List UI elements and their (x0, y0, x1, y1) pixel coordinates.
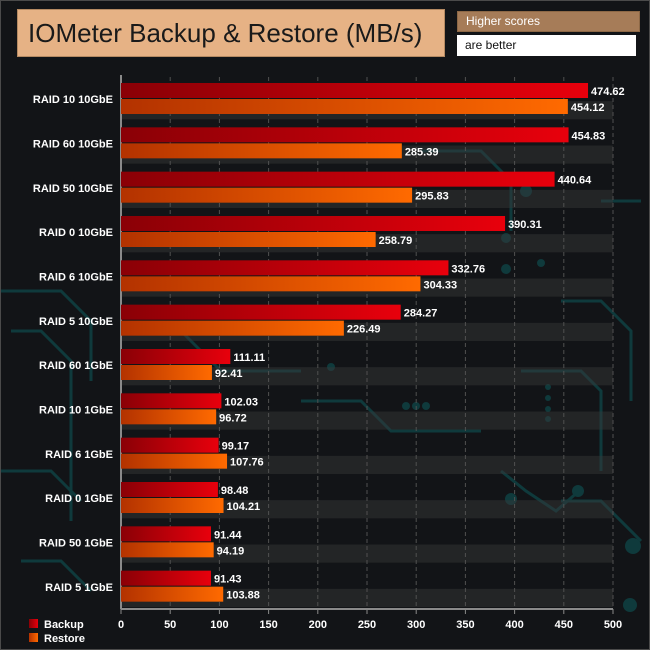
x-tick-label: 500 (604, 619, 622, 631)
bar-restore (121, 187, 413, 203)
legend-label-backup: Backup (44, 619, 84, 631)
category-label: RAID 60 1GbE (39, 360, 113, 372)
x-tick-label: 250 (358, 619, 376, 631)
x-tick-label: 300 (407, 619, 425, 631)
x-tick-label: 0 (118, 619, 124, 631)
bar-backup (121, 127, 569, 143)
data-label: 92.41 (215, 368, 243, 380)
category-label: RAID 0 10GbE (39, 227, 113, 239)
category-label: RAID 5 1GbE (45, 582, 113, 594)
x-tick-label: 350 (456, 619, 474, 631)
category-label: RAID 60 10GbE (33, 139, 113, 151)
legend-label-restore: Restore (44, 633, 85, 645)
data-label: 258.79 (379, 235, 413, 247)
data-label: 91.44 (214, 529, 242, 541)
bar-restore (121, 99, 568, 114)
category-label: RAID 5 10GbE (39, 316, 113, 328)
bar-restore (121, 586, 224, 602)
data-label: 295.83 (415, 191, 449, 203)
category-label: RAID 6 10GbE (39, 272, 113, 284)
bar-restore (121, 232, 376, 247)
note-are-better: are better (457, 35, 636, 56)
x-tick-label: 450 (555, 619, 573, 631)
category-label: RAID 10 10GbE (33, 94, 113, 106)
data-label: 474.62 (591, 86, 625, 98)
data-label: 454.12 (571, 102, 605, 114)
bar-backup (121, 526, 211, 542)
bar-backup (121, 393, 222, 409)
data-label: 332.76 (451, 263, 485, 275)
bar-backup (121, 482, 218, 497)
bar-restore (121, 453, 228, 469)
data-label: 98.48 (221, 485, 249, 497)
data-label: 104.21 (227, 501, 261, 513)
bar-backup (121, 260, 449, 276)
bar-backup (121, 437, 219, 453)
bar-backup (121, 349, 231, 364)
category-label: RAID 10 1GbE (39, 405, 113, 417)
data-label: 304.33 (423, 279, 457, 291)
chart-title: IOMeter Backup & Restore (MB/s) (28, 18, 423, 48)
bar-backup (121, 304, 401, 320)
bar-restore (121, 276, 421, 292)
data-label: 111.11 (233, 352, 265, 364)
bar-backup (121, 83, 589, 98)
data-label: 102.03 (224, 396, 258, 408)
bar-restore (121, 320, 344, 336)
bar-backup (121, 570, 211, 586)
bar-restore (121, 498, 224, 513)
row-band (121, 367, 613, 386)
x-tick-label: 400 (505, 619, 523, 631)
x-tick-label: 150 (259, 619, 277, 631)
data-label: 99.17 (222, 441, 250, 453)
title-box: IOMeter Backup & Restore (MB/s) (17, 9, 445, 57)
data-label: 440.64 (558, 175, 593, 187)
data-label: 96.72 (219, 412, 247, 424)
x-tick-label: 100 (210, 619, 228, 631)
x-tick-label: 200 (309, 619, 327, 631)
note-higher-scores: Higher scores (457, 11, 640, 32)
legend-swatch-restore (29, 633, 38, 642)
data-label: 390.31 (508, 219, 542, 231)
category-label: RAID 50 10GbE (33, 183, 113, 195)
row-band (121, 500, 613, 519)
bar-backup (121, 171, 555, 187)
data-label: 91.43 (214, 574, 242, 586)
x-tick-label: 50 (164, 619, 176, 631)
bar-restore (121, 409, 217, 425)
category-label: RAID 50 1GbE (39, 538, 113, 550)
bar-backup (121, 216, 506, 231)
data-label: 103.88 (226, 590, 260, 602)
data-label: 285.39 (405, 146, 439, 158)
legend-swatch-backup (29, 619, 38, 628)
data-label: 284.27 (404, 308, 438, 320)
data-label: 94.19 (217, 545, 245, 557)
bar-restore (121, 365, 212, 380)
category-label: RAID 0 1GbE (45, 493, 113, 505)
data-label: 107.76 (230, 457, 264, 469)
bar-restore (121, 143, 402, 159)
data-label: 226.49 (347, 324, 381, 336)
bar-restore (121, 542, 214, 558)
data-label: 454.83 (572, 130, 606, 142)
category-label: RAID 6 1GbE (45, 449, 113, 461)
